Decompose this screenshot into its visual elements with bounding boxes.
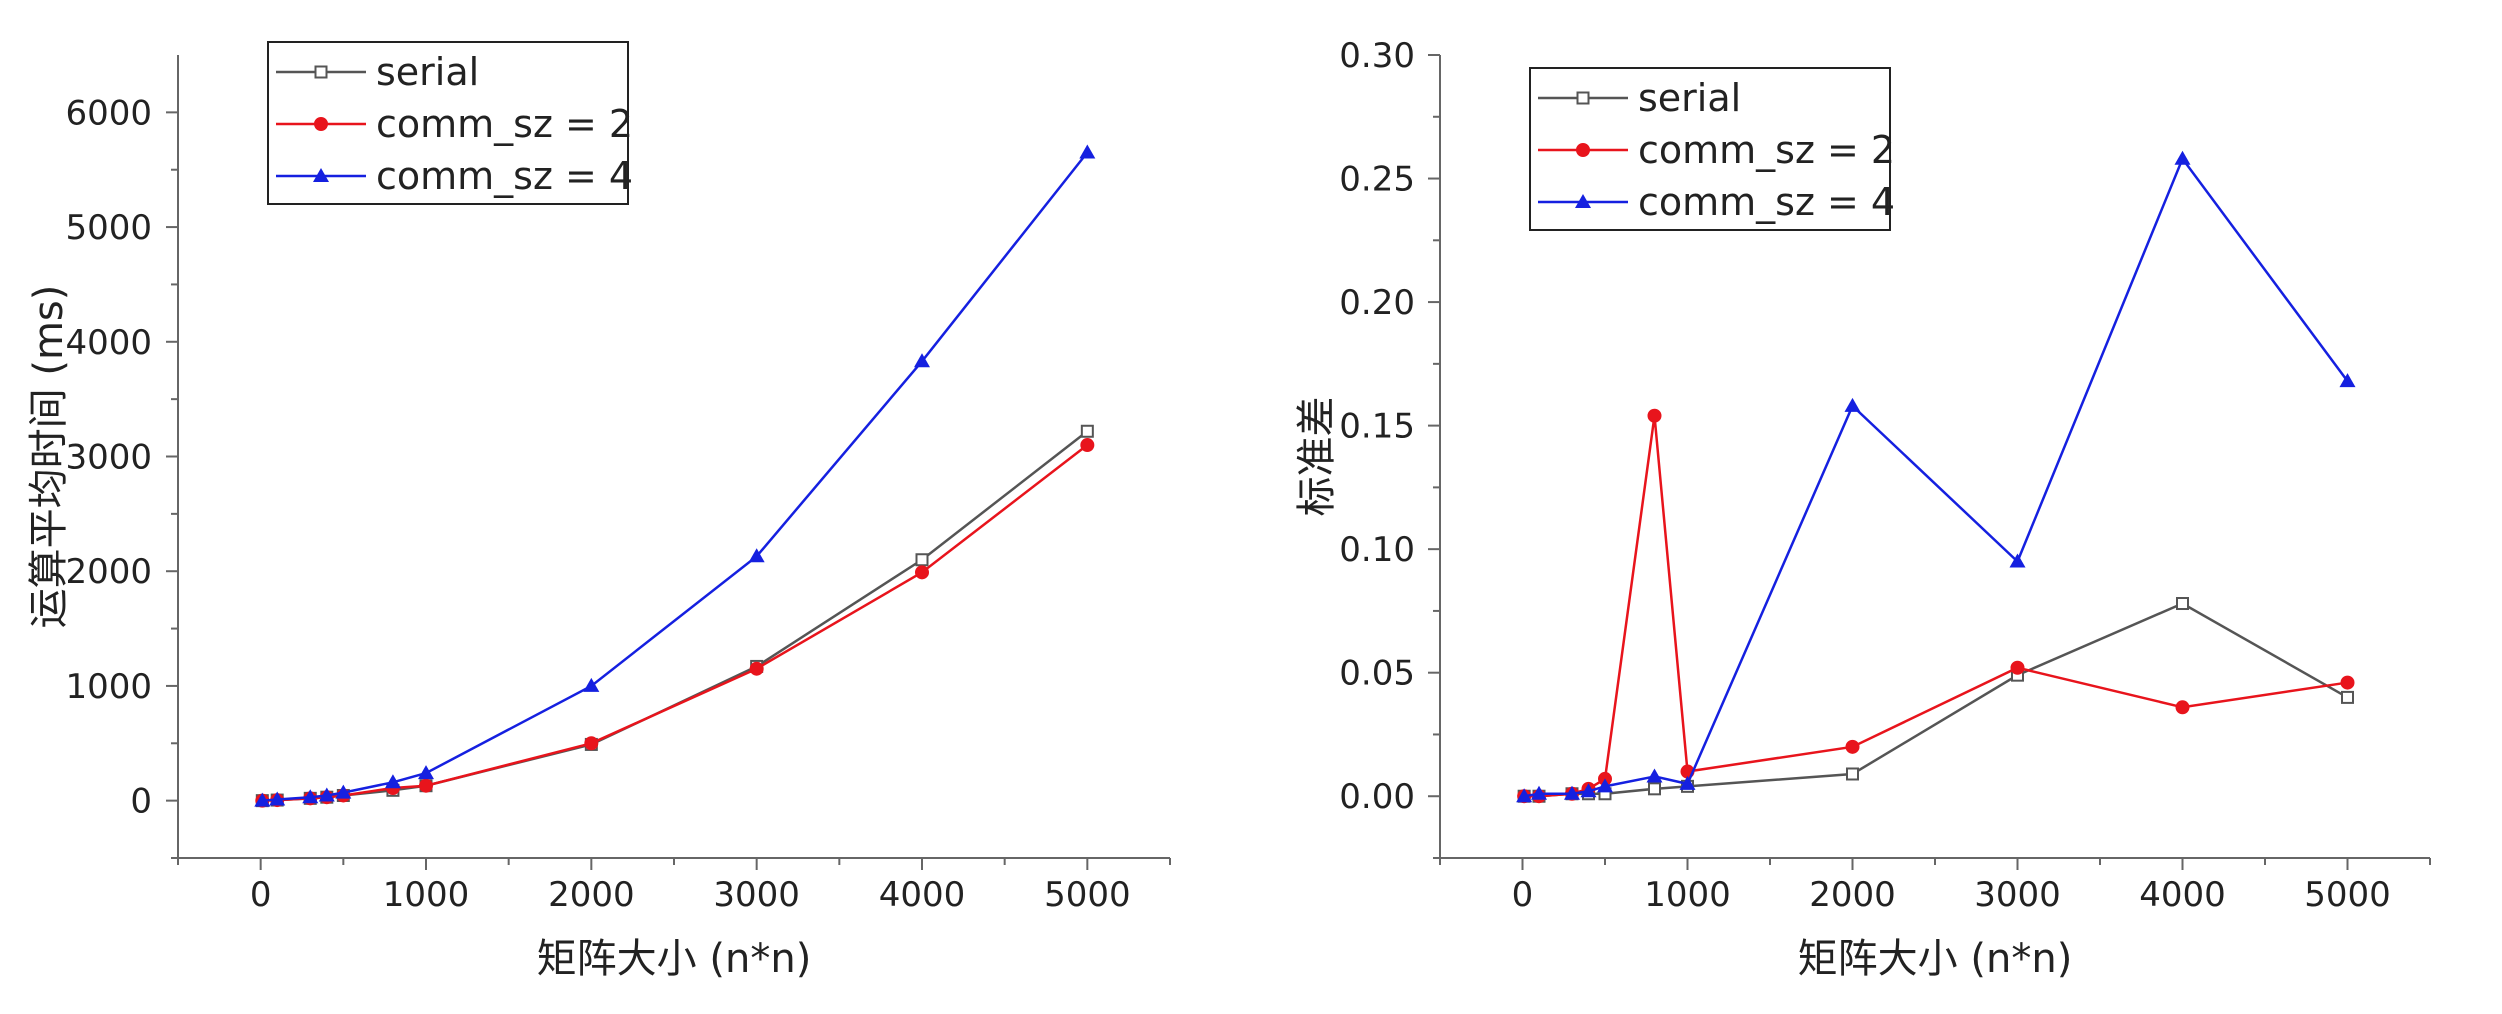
data-point — [1597, 778, 1613, 793]
y-tick-label: 0.00 — [1339, 777, 1415, 817]
series-line — [262, 151, 1089, 802]
y-tick-label: 0.15 — [1339, 407, 1415, 447]
series-line — [262, 430, 1089, 802]
data-point — [418, 765, 434, 780]
data-point — [2340, 675, 2355, 690]
y-tick-label: 6000 — [65, 93, 152, 133]
data-point — [1679, 775, 1696, 790]
series-3 — [1516, 150, 2356, 803]
series-1 — [255, 424, 1094, 808]
chart-2: 0.00 0.05 0.10 0.15 0.20 0.25 0.30 0 1000 2000 300… — [1294, 36, 2431, 982]
x-tick-label: 1000 — [383, 875, 470, 915]
legend-marker — [313, 168, 329, 182]
legend-label: serial — [376, 50, 479, 94]
data-point — [1647, 408, 1662, 423]
data-point — [269, 791, 286, 806]
legend-marker — [314, 65, 328, 79]
x-axis-title: 矩阵大小 (n*n) — [537, 936, 812, 982]
series-2 — [255, 438, 1095, 808]
data-point — [584, 736, 599, 751]
series-line — [262, 444, 1089, 802]
data-point — [915, 565, 929, 580]
legend-marker — [314, 117, 328, 131]
legend-marker — [1575, 194, 1591, 208]
data-point — [318, 787, 335, 802]
data-point — [1845, 739, 1860, 754]
legend-label: comm_sz = 4 — [1638, 180, 1895, 224]
data-point — [1516, 788, 1533, 803]
data-point — [2339, 373, 2356, 388]
x-tick-label: 4000 — [879, 875, 966, 915]
data-point — [914, 353, 930, 368]
y-tick-label: 3000 — [65, 438, 152, 478]
y-axis-title: 运算平均时间 (ms) — [26, 285, 72, 629]
x-tick-label: 2000 — [1809, 875, 1896, 915]
data-point — [2175, 700, 2190, 715]
data-point — [1080, 424, 1094, 438]
y-tick-label: 0.30 — [1339, 36, 1415, 76]
data-point — [1580, 783, 1597, 798]
legend-marker — [1576, 91, 1590, 105]
data-point — [1080, 438, 1095, 453]
legend-label: comm_sz = 4 — [376, 154, 633, 198]
data-point — [2010, 660, 2025, 675]
data-point — [2341, 690, 2354, 704]
legend-label: serial — [1638, 76, 1741, 120]
y-tick-label: 4000 — [65, 323, 152, 363]
legend: serial comm_sz = 2 comm_sz = 4 — [267, 41, 633, 205]
y-axis-title: 标准差 — [1294, 397, 1340, 517]
legend-label: comm_sz = 2 — [376, 102, 633, 146]
x-tick-label: 4000 — [2139, 875, 2226, 915]
data-point — [419, 778, 433, 793]
data-point — [2176, 597, 2189, 611]
y-tick-label: 0.20 — [1339, 283, 1415, 323]
data-point — [302, 789, 319, 804]
data-point — [1531, 785, 1547, 800]
y-tick-label: 2000 — [65, 552, 152, 592]
data-point — [1846, 767, 1859, 781]
y-tick-label: 0.25 — [1339, 160, 1415, 200]
legend-label: comm_sz = 2 — [1638, 128, 1895, 172]
data-point — [1648, 782, 1661, 796]
data-point — [1646, 768, 1663, 783]
x-tick-label: 5000 — [1044, 875, 1131, 915]
y-tick-label: 1000 — [65, 667, 152, 707]
x-axis-title: 矩阵大小 (n*n) — [1798, 936, 2073, 982]
data-point — [748, 548, 765, 563]
x-tick-label: 1000 — [1644, 875, 1731, 915]
series-line — [1524, 415, 2348, 798]
data-point — [1079, 144, 1096, 159]
y-tick-label: 0 — [130, 782, 152, 822]
series-2 — [1517, 408, 2355, 804]
series-3 — [254, 144, 1096, 807]
x-tick-label: 0 — [1512, 875, 1534, 915]
data-point — [1844, 397, 1861, 412]
data-point — [1564, 785, 1580, 800]
data-point — [583, 677, 600, 692]
y-tick-label: 5000 — [65, 208, 152, 248]
data-point — [2009, 553, 2026, 568]
chart-1: 0 1000 2000 3000 4000 5000 6000 0 1000 2000 3000 40… — [26, 41, 1171, 982]
data-point — [384, 774, 401, 789]
y-tick-label: 0.10 — [1339, 530, 1415, 570]
x-tick-label: 2000 — [548, 875, 635, 915]
x-tick-label: 0 — [250, 875, 272, 915]
x-tick-label: 3000 — [1974, 875, 2061, 915]
data-point — [254, 792, 271, 807]
data-point — [335, 784, 352, 799]
x-tick-label: 3000 — [713, 875, 800, 915]
data-point — [915, 553, 929, 567]
x-tick-label: 5000 — [2304, 875, 2391, 915]
legend-marker — [1576, 143, 1590, 157]
data-point — [749, 661, 764, 676]
legend: serial comm_sz = 2 comm_sz = 4 — [1529, 67, 1895, 231]
data-point — [2174, 150, 2191, 165]
y-tick-label: 0.05 — [1339, 654, 1415, 694]
